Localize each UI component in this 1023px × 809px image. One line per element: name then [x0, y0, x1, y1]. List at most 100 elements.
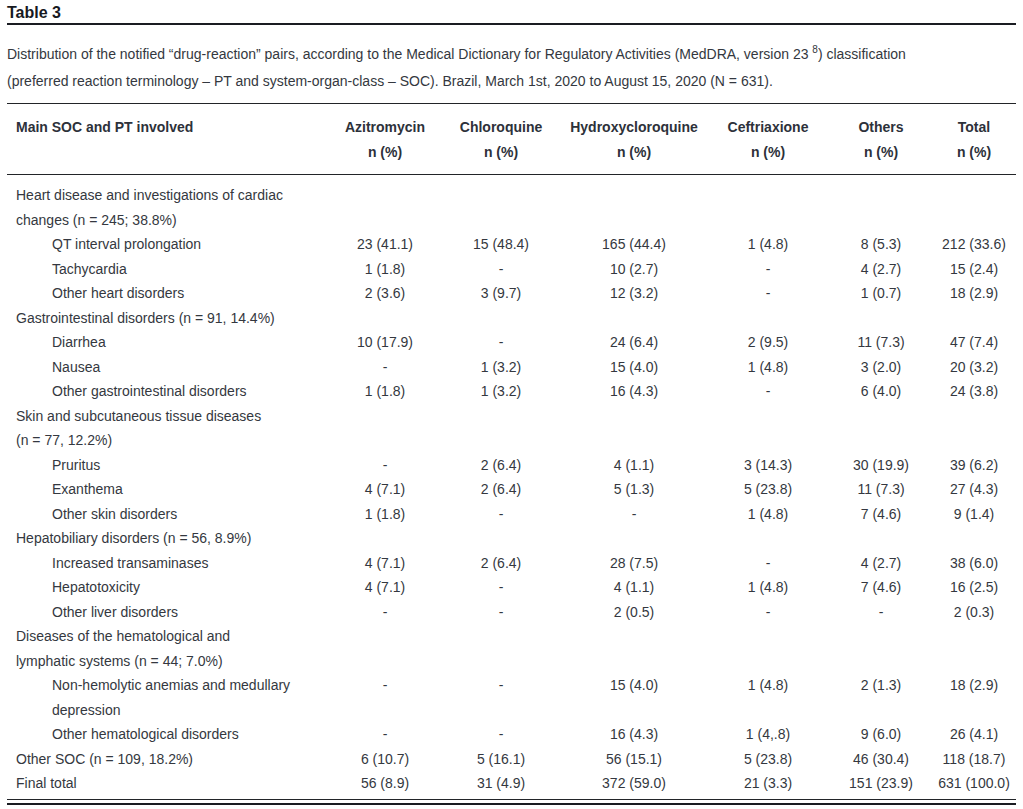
- paper-table-page: Table 3 Distribution of the notified “dr…: [0, 0, 1023, 809]
- value-cell: 1 (4.8): [706, 673, 830, 722]
- value-cell: 165 (44.4): [562, 232, 706, 257]
- value-cell: 2 (0.3): [932, 600, 1016, 625]
- value-cell: [706, 175, 830, 233]
- column-subheader: n (%): [562, 140, 706, 165]
- table-row: Hepatotoxicity 4 (7.1)-4 (1.1)1 (4.8)7 (…: [7, 575, 1016, 600]
- column-subheader: n (%): [830, 140, 932, 165]
- table-row: Other liver disorders --2 (0.5)--2 (0.3): [7, 600, 1016, 625]
- value-cell: 4 (7.1): [330, 575, 440, 600]
- column-header: Hydroxycloroquine n (%): [562, 104, 706, 175]
- table-row: Exanthema 4 (7.1)2 (6.4)5 (1.3)5 (23.8)1…: [7, 477, 1016, 502]
- row-label: Tachycardia: [7, 257, 330, 282]
- value-cell: 9 (1.4): [932, 502, 1016, 527]
- value-cell: 18 (2.9): [932, 281, 1016, 306]
- value-cell: 3 (9.7): [440, 281, 562, 306]
- value-cell: [440, 404, 562, 453]
- value-cell: -: [330, 600, 440, 625]
- value-cell: 5 (1.3): [562, 477, 706, 502]
- value-cell: 1 (4.8): [706, 355, 830, 380]
- value-cell: 7 (4.6): [830, 502, 932, 527]
- table-row: Hepatobiliary disorders (n = 56, 8.9%): [7, 526, 1016, 551]
- table-row: Nausea -1 (3.2)15 (4.0)1 (4.8)3 (2.0)20 …: [7, 355, 1016, 380]
- value-cell: [440, 526, 562, 551]
- value-cell: 2 (1.3): [830, 673, 932, 722]
- value-cell: 15 (4.0): [562, 673, 706, 722]
- row-label: Heart disease and investigations of card…: [7, 175, 330, 233]
- value-cell: -: [330, 722, 440, 747]
- column-subheader: n (%): [932, 140, 1016, 165]
- value-cell: 2 (6.4): [440, 551, 562, 576]
- value-cell: 16 (4.3): [562, 379, 706, 404]
- caption-line1-text: Distribution of the notified “drug-react…: [7, 46, 812, 62]
- value-cell: [330, 404, 440, 453]
- value-cell: -: [440, 673, 562, 722]
- value-cell: [562, 624, 706, 673]
- value-cell: 11 (7.3): [830, 330, 932, 355]
- value-cell: [932, 306, 1016, 331]
- value-cell: 7 (4.6): [830, 575, 932, 600]
- value-cell: 3 (2.0): [830, 355, 932, 380]
- value-cell: 47 (7.4): [932, 330, 1016, 355]
- value-cell: -: [706, 257, 830, 282]
- value-cell: 5 (23.8): [706, 747, 830, 772]
- column-name: Ceftriaxione: [706, 115, 830, 140]
- value-cell: [706, 404, 830, 453]
- column-name: Hydroxycloroquine: [562, 115, 706, 140]
- value-cell: -: [706, 281, 830, 306]
- value-cell: 372 (59.0): [562, 771, 706, 799]
- value-cell: 23 (41.1): [330, 232, 440, 257]
- value-cell: 16 (2.5): [932, 575, 1016, 600]
- value-cell: 4 (1.1): [562, 575, 706, 600]
- value-cell: 5 (16.1): [440, 747, 562, 772]
- table-row: Other hematological disorders --16 (4.3)…: [7, 722, 1016, 747]
- value-cell: 24 (3.8): [932, 379, 1016, 404]
- value-cell: 10 (17.9): [330, 330, 440, 355]
- value-cell: [932, 404, 1016, 453]
- column-header: Ceftriaxione n (%): [706, 104, 830, 175]
- column-name: Chloroquine: [440, 115, 562, 140]
- value-cell: 1 (1.8): [330, 379, 440, 404]
- value-cell: -: [440, 600, 562, 625]
- table-row: Other heart disorders 2 (3.6)3 (9.7)12 (…: [7, 281, 1016, 306]
- value-cell: [330, 175, 440, 233]
- table-title: Table 3: [7, 0, 1016, 22]
- value-cell: 11 (7.3): [830, 477, 932, 502]
- row-label: Other gastrointestinal disorders: [7, 379, 330, 404]
- value-cell: 9 (6.0): [830, 722, 932, 747]
- value-cell: -: [562, 502, 706, 527]
- column-subheader: n (%): [706, 140, 830, 165]
- value-cell: 4 (2.7): [830, 551, 932, 576]
- value-cell: 30 (19.9): [830, 453, 932, 478]
- value-cell: 26 (4.1): [932, 722, 1016, 747]
- value-cell: [562, 526, 706, 551]
- value-cell: 118 (18.7): [932, 747, 1016, 772]
- value-cell: -: [440, 575, 562, 600]
- value-cell: [562, 175, 706, 233]
- value-cell: [562, 306, 706, 331]
- value-cell: [830, 404, 932, 453]
- table-body: Heart disease and investigations of card…: [7, 175, 1016, 800]
- row-label: Gastrointestinal disorders (n = 91, 14.4…: [7, 306, 330, 331]
- value-cell: -: [330, 355, 440, 380]
- table-row: Heart disease and investigations of card…: [7, 175, 1016, 233]
- value-cell: 12 (3.2): [562, 281, 706, 306]
- value-cell: 2 (3.6): [330, 281, 440, 306]
- drug-reaction-table: Main SOC and PT involved Azitromycin n (…: [7, 103, 1016, 800]
- column-subheader: n (%): [330, 140, 440, 165]
- value-cell: 631 (100.0): [932, 771, 1016, 799]
- value-cell: 27 (4.3): [932, 477, 1016, 502]
- table-row: QT interval prolongation 23 (41.1)15 (48…: [7, 232, 1016, 257]
- value-cell: 8 (5.3): [830, 232, 932, 257]
- value-cell: [932, 175, 1016, 233]
- caption-line1: Distribution of the notified “drug-react…: [7, 46, 906, 62]
- value-cell: -: [440, 257, 562, 282]
- value-cell: 16 (4.3): [562, 722, 706, 747]
- value-cell: 2 (9.5): [706, 330, 830, 355]
- row-label: Diseases of the hematological and lympha…: [7, 624, 330, 673]
- row-label: Other heart disorders: [7, 281, 330, 306]
- value-cell: -: [330, 453, 440, 478]
- value-cell: -: [830, 600, 932, 625]
- value-cell: 10 (2.7): [562, 257, 706, 282]
- caption-line2: (preferred reaction terminology – PT and…: [7, 73, 773, 89]
- value-cell: 21 (3.3): [706, 771, 830, 799]
